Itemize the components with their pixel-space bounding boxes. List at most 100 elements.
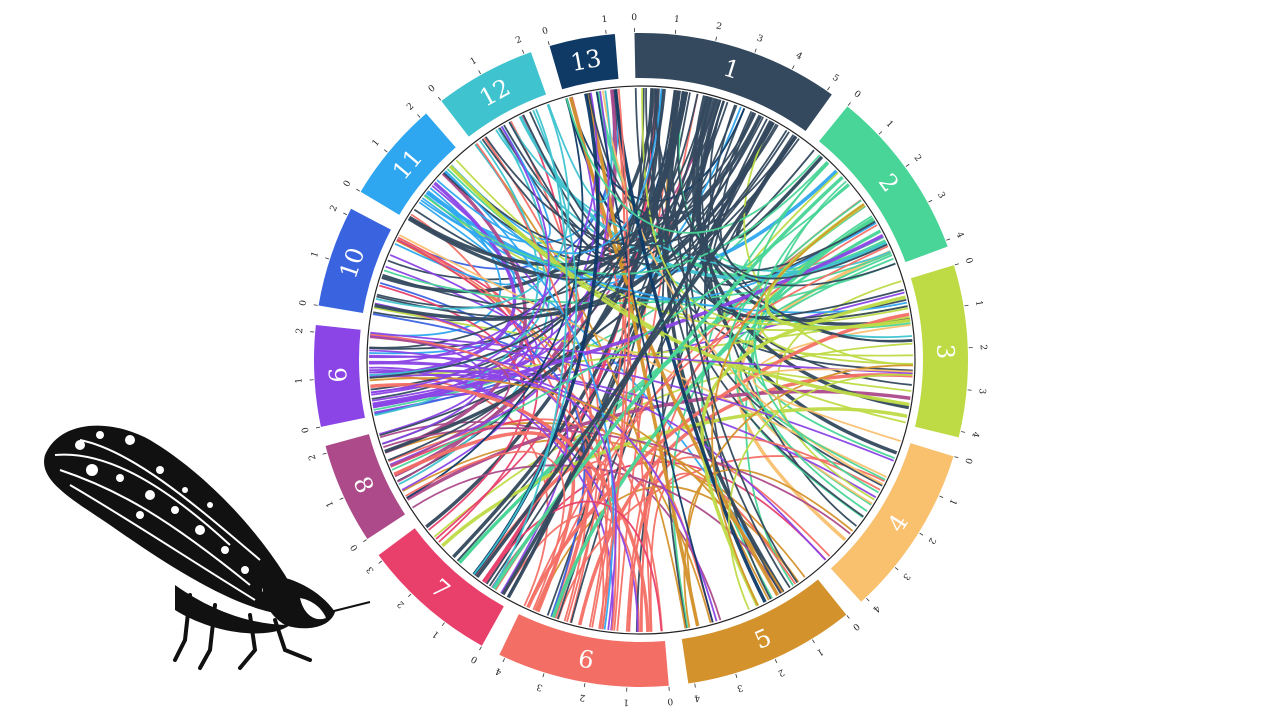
- chord-link: [410, 213, 605, 630]
- tick-label: 4: [494, 665, 504, 677]
- chord-link: [568, 96, 780, 597]
- segment-12: [441, 52, 547, 137]
- chord-link: [444, 170, 615, 630]
- segment-3: [910, 265, 968, 438]
- chord-link: [491, 108, 568, 589]
- chord-link: [405, 450, 566, 611]
- tick-label: 2: [926, 535, 938, 545]
- tick-mark: [847, 102, 851, 106]
- chord-link: [526, 245, 889, 608]
- tick-mark: [846, 615, 850, 619]
- tick-label: 4: [954, 231, 965, 240]
- tick-mark: [939, 495, 944, 499]
- chord-link: [449, 95, 708, 248]
- chord-link: [374, 302, 663, 632]
- segment-label-13: 13: [568, 44, 603, 77]
- tick-mark: [715, 36, 718, 41]
- leafhopper-illustration: [44, 425, 371, 670]
- tick-label: 2: [978, 344, 988, 350]
- chord-link: [387, 88, 653, 462]
- chord-link: [381, 88, 656, 294]
- tick-mark: [919, 532, 924, 536]
- chord-link: [408, 114, 762, 267]
- tick-label: 3: [735, 682, 744, 693]
- insect-antenna: [329, 601, 371, 613]
- chord-link: [588, 92, 757, 219]
- chord-link: [391, 184, 850, 471]
- chord-link: [443, 171, 877, 301]
- tick-label: 1: [673, 15, 680, 26]
- tick-label: 0: [469, 653, 479, 665]
- tick-mark: [547, 41, 550, 46]
- chord-link: [393, 431, 576, 613]
- chord-link: [456, 97, 714, 562]
- tick-mark: [383, 149, 388, 153]
- chord-link: [369, 354, 543, 466]
- tick-label: 1: [431, 628, 442, 639]
- chord-link: [473, 109, 578, 576]
- insect-belly: [175, 585, 290, 634]
- chord-link: [370, 126, 550, 394]
- chord-link: [369, 336, 511, 467]
- tick-mark: [964, 304, 969, 307]
- tick-label: 4: [870, 603, 881, 614]
- chord-link: [595, 91, 714, 623]
- tick-label: 3: [900, 571, 912, 582]
- tick-mark: [866, 597, 870, 602]
- segment-1: [634, 33, 832, 132]
- tick-mark: [343, 212, 348, 216]
- insect-legs: [173, 593, 312, 670]
- tick-label: 1: [310, 250, 321, 259]
- tick-label: 2: [912, 153, 923, 164]
- tick-mark: [478, 70, 481, 75]
- tick-mark: [502, 658, 506, 663]
- tick-mark: [356, 188, 360, 192]
- chord-link: [719, 111, 888, 280]
- tick-mark: [322, 452, 327, 455]
- chord-link: [372, 234, 884, 409]
- segment-label-3: 3: [931, 344, 959, 360]
- insect-wing: [44, 425, 294, 613]
- tick-mark: [583, 683, 586, 688]
- chord-link: [577, 373, 913, 626]
- tick-label: 5: [830, 73, 841, 85]
- tick-label: 1: [815, 646, 825, 658]
- tick-label: 0: [631, 13, 637, 23]
- tick-mark: [325, 257, 330, 260]
- chord-link: [484, 135, 797, 247]
- tick-label: 2: [329, 204, 341, 214]
- tick-mark: [542, 673, 545, 678]
- tick-label: 0: [298, 299, 309, 307]
- chord-link: [734, 257, 894, 519]
- tick-label: 1: [294, 377, 304, 383]
- tick-label: 1: [884, 119, 895, 130]
- tick-label: 0: [962, 457, 973, 466]
- tick-mark: [339, 497, 344, 500]
- tick-label: 4: [969, 431, 980, 439]
- tick-mark: [313, 304, 318, 306]
- tick-label: 2: [405, 102, 416, 113]
- tick-mark: [441, 622, 445, 627]
- segment-7: [378, 528, 504, 646]
- tick-mark: [774, 659, 778, 664]
- tick-label: 0: [667, 696, 674, 706]
- chord-link: [369, 377, 784, 593]
- tick-label: 4: [794, 51, 804, 63]
- chord-link: [371, 96, 599, 402]
- chord-link: [649, 472, 797, 632]
- tick-label: 0: [850, 621, 861, 633]
- tick-mark: [928, 199, 933, 203]
- tick-mark: [378, 560, 383, 564]
- tick-label: 2: [396, 598, 407, 609]
- tick-mark: [954, 263, 959, 266]
- tick-mark: [954, 456, 959, 459]
- tick-mark: [946, 238, 951, 241]
- tick-label: 2: [776, 666, 785, 677]
- chord-link: [369, 91, 685, 379]
- chord-link: [369, 373, 617, 631]
- insect-spots: [75, 431, 268, 593]
- segment-10: [318, 208, 391, 314]
- tick-label: 0: [852, 89, 863, 101]
- tick-mark: [878, 131, 883, 135]
